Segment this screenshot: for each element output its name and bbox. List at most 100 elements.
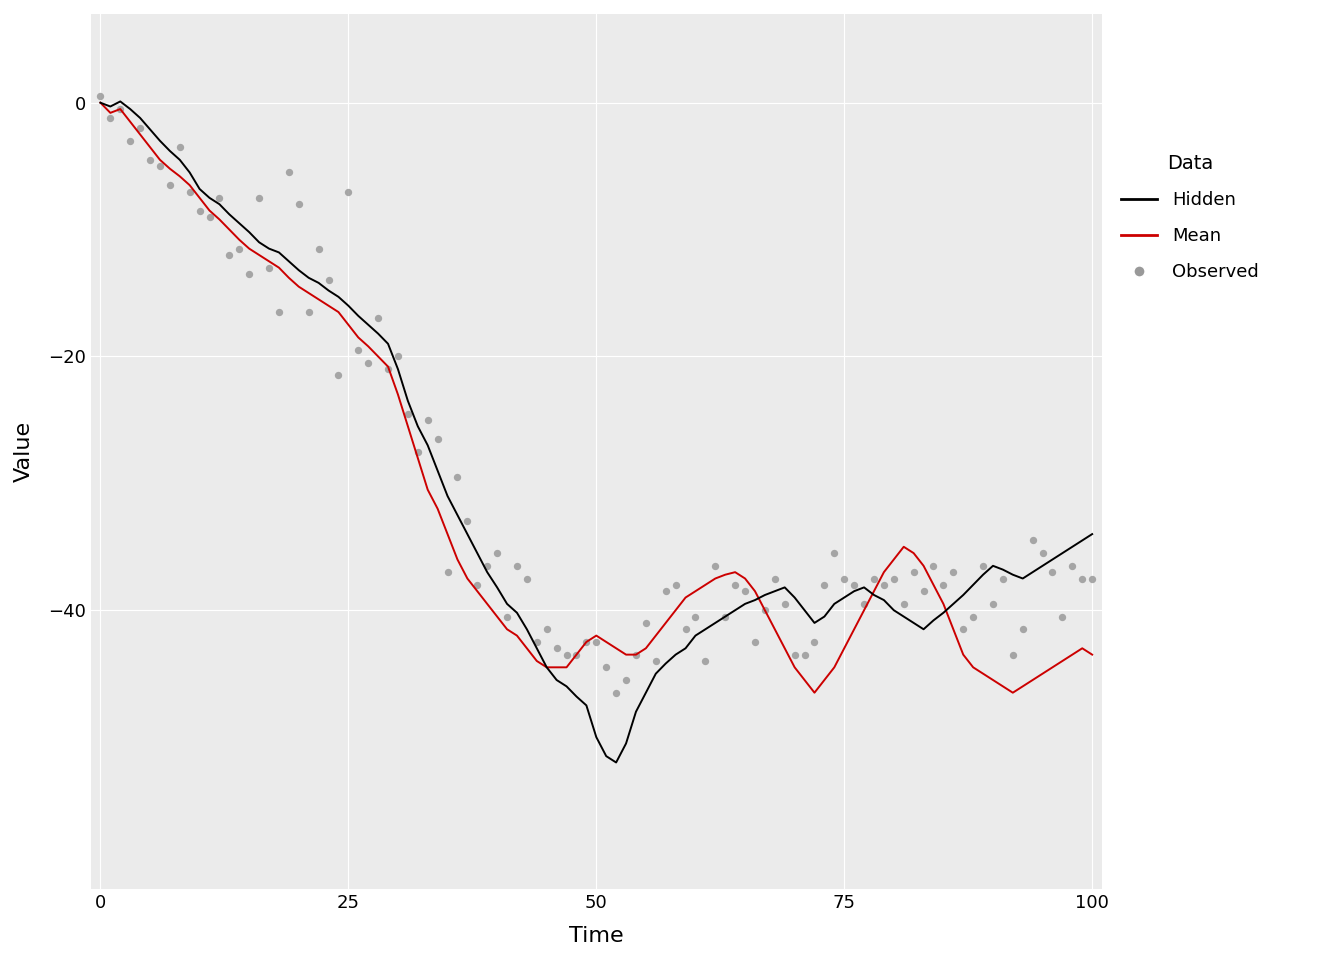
- Point: [199, 209, 220, 225]
- Point: [120, 133, 141, 149]
- Point: [1021, 533, 1043, 548]
- Point: [1012, 621, 1034, 636]
- Point: [933, 577, 954, 592]
- Point: [745, 635, 766, 650]
- Point: [526, 635, 547, 650]
- Point: [149, 158, 171, 174]
- Point: [942, 564, 964, 580]
- Point: [992, 571, 1013, 587]
- Point: [159, 178, 180, 193]
- Point: [477, 558, 499, 573]
- Point: [417, 412, 438, 427]
- Point: [586, 635, 607, 650]
- Point: [516, 571, 538, 587]
- Point: [337, 184, 359, 200]
- Point: [853, 596, 875, 612]
- Point: [367, 311, 388, 326]
- Point: [804, 635, 825, 650]
- Point: [636, 615, 657, 631]
- Point: [616, 672, 637, 687]
- Point: [208, 190, 230, 205]
- Point: [1042, 564, 1063, 580]
- Point: [784, 647, 805, 662]
- Point: [190, 203, 211, 218]
- Point: [903, 564, 925, 580]
- Point: [358, 355, 379, 371]
- Point: [507, 558, 528, 573]
- Point: [734, 584, 755, 599]
- Point: [645, 654, 667, 669]
- Point: [1082, 571, 1103, 587]
- X-axis label: Time: Time: [569, 926, 624, 947]
- Point: [883, 571, 905, 587]
- Point: [715, 609, 737, 624]
- Point: [566, 647, 587, 662]
- Point: [457, 514, 478, 529]
- Point: [972, 558, 993, 573]
- Point: [546, 640, 567, 656]
- Point: [763, 571, 785, 587]
- Point: [219, 248, 241, 263]
- Point: [179, 184, 200, 200]
- Point: [446, 469, 468, 485]
- Point: [962, 609, 984, 624]
- Point: [923, 558, 945, 573]
- Point: [774, 596, 796, 612]
- Point: [953, 621, 974, 636]
- Point: [844, 577, 866, 592]
- Point: [675, 621, 696, 636]
- Point: [863, 571, 884, 587]
- Point: [348, 343, 370, 358]
- Point: [269, 304, 290, 320]
- Legend: Hidden, Mean, Observed: Hidden, Mean, Observed: [1121, 155, 1258, 281]
- Point: [556, 647, 578, 662]
- Point: [704, 558, 726, 573]
- Point: [169, 139, 191, 155]
- Point: [288, 197, 309, 212]
- Point: [1051, 609, 1073, 624]
- Point: [308, 241, 329, 256]
- Point: [913, 584, 934, 599]
- Point: [496, 609, 517, 624]
- Point: [1032, 545, 1054, 561]
- Point: [874, 577, 895, 592]
- Point: [407, 444, 429, 459]
- Point: [90, 88, 112, 104]
- Point: [1062, 558, 1083, 573]
- Point: [328, 368, 349, 383]
- Point: [695, 654, 716, 669]
- Point: [575, 635, 597, 650]
- Point: [487, 545, 508, 561]
- Y-axis label: Value: Value: [13, 421, 34, 482]
- Point: [1071, 571, 1093, 587]
- Point: [754, 603, 775, 618]
- Point: [258, 260, 280, 276]
- Point: [228, 241, 250, 256]
- Point: [813, 577, 835, 592]
- Point: [605, 685, 626, 701]
- Point: [317, 273, 339, 288]
- Point: [655, 584, 676, 599]
- Point: [1003, 647, 1024, 662]
- Point: [99, 110, 121, 126]
- Point: [298, 304, 320, 320]
- Point: [238, 266, 259, 281]
- Point: [595, 660, 617, 675]
- Point: [278, 165, 300, 180]
- Point: [427, 431, 449, 446]
- Point: [982, 596, 1004, 612]
- Point: [794, 647, 816, 662]
- Point: [249, 190, 270, 205]
- Point: [466, 577, 488, 592]
- Point: [109, 102, 130, 117]
- Point: [625, 647, 646, 662]
- Point: [892, 596, 914, 612]
- Point: [387, 348, 409, 364]
- Point: [824, 545, 845, 561]
- Point: [378, 362, 399, 377]
- Point: [684, 609, 706, 624]
- Point: [396, 406, 418, 421]
- Point: [129, 120, 151, 135]
- Point: [140, 152, 161, 167]
- Point: [833, 571, 855, 587]
